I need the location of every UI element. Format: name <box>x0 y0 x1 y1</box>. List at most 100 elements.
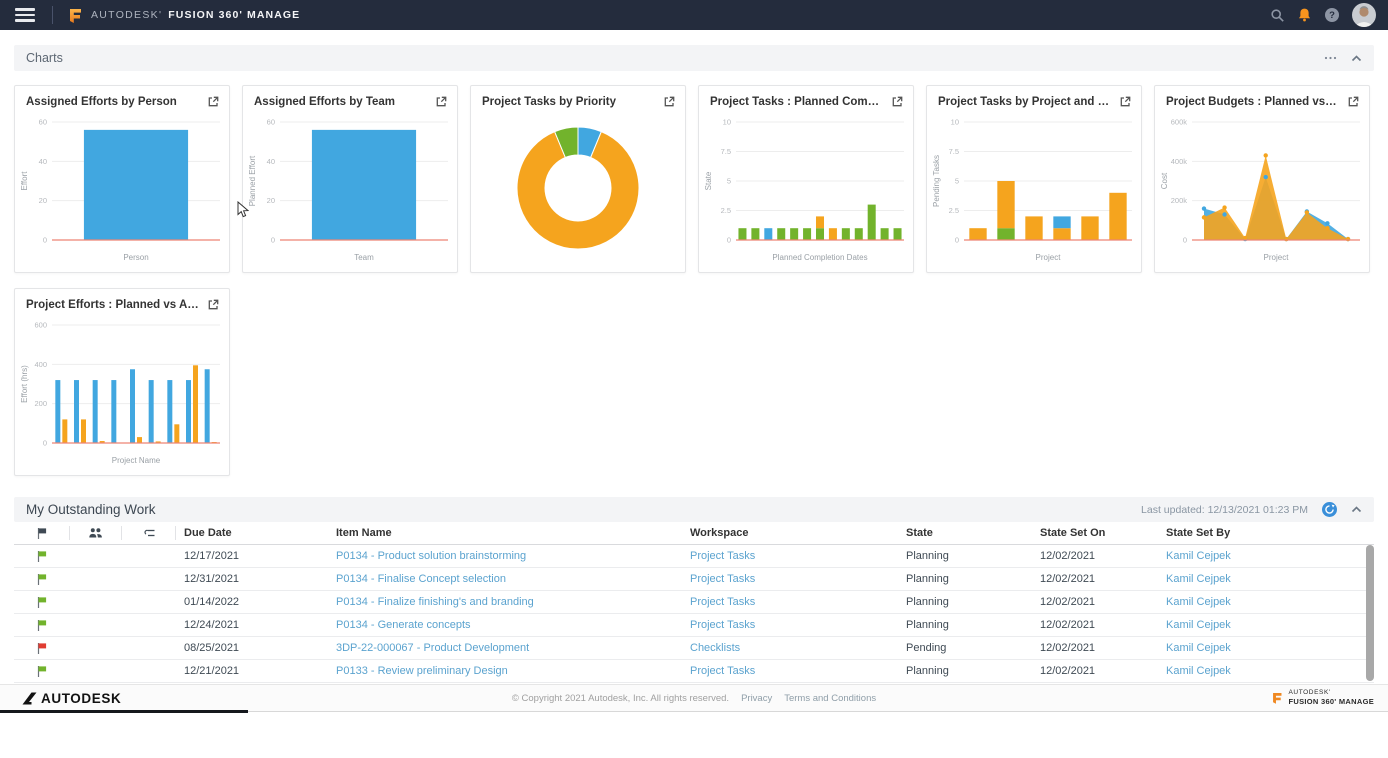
charts-grid: Assigned Efforts by Person0204060EffortP… <box>14 85 1374 476</box>
chart-card: Project Tasks by Project and Priority02.… <box>926 85 1142 273</box>
cell-due-date: 12/17/2021 <box>176 550 328 562</box>
table-row: 01/14/2022P0134 - Finalize finishing's a… <box>14 591 1374 614</box>
user-avatar[interactable] <box>1352 3 1376 27</box>
search-icon[interactable] <box>1270 8 1285 23</box>
page-footer: AUTODESK © Copyright 2021 Autodesk, Inc.… <box>0 684 1388 711</box>
cell-state: Planning <box>898 619 1032 631</box>
column-header-people-icon[interactable] <box>70 526 122 540</box>
open-chart-icon[interactable] <box>891 95 904 108</box>
chart-canvas: 0200400600Effort (hrs)Project Name <box>16 319 228 471</box>
svg-text:Person: Person <box>123 253 148 262</box>
cell-due-date: 01/14/2022 <box>176 596 328 608</box>
svg-text:60: 60 <box>267 118 275 127</box>
svg-text:7.5: 7.5 <box>721 147 731 156</box>
cell-state-set-on: 12/02/2021 <box>1032 642 1158 654</box>
svg-text:600k: 600k <box>1171 118 1188 127</box>
cell-item-name[interactable]: P0134 - Generate concepts <box>328 619 682 631</box>
open-chart-icon[interactable] <box>435 95 448 108</box>
cell-state-set-by[interactable]: Kamil Cejpek <box>1158 665 1374 677</box>
open-chart-icon[interactable] <box>207 298 220 311</box>
svg-text:200k: 200k <box>1171 196 1188 205</box>
svg-text:40: 40 <box>39 157 47 166</box>
app-logo[interactable]: AUTODESK' FUSION 360' MANAGE <box>66 7 300 24</box>
row-flag-icon[interactable] <box>14 573 70 586</box>
cell-item-name[interactable]: P0134 - Product solution brainstorming <box>328 550 682 562</box>
cell-workspace[interactable]: Project Tasks <box>682 550 898 562</box>
privacy-link[interactable]: Privacy <box>741 693 772 704</box>
svg-text:0: 0 <box>727 236 731 245</box>
notifications-bell-icon[interactable] <box>1297 7 1312 23</box>
open-chart-icon[interactable] <box>1347 95 1360 108</box>
cell-item-name[interactable]: P0133 - Review preliminary Design <box>328 665 682 677</box>
column-header-state-set-on[interactable]: State Set On <box>1032 527 1158 539</box>
column-header-state-set-by[interactable]: State Set By <box>1158 527 1374 539</box>
column-header-workspace[interactable]: Workspace <box>682 527 898 539</box>
svg-text:10: 10 <box>951 118 959 127</box>
chart-canvas: 0204060EffortPerson <box>16 116 228 268</box>
column-header-flag-icon[interactable] <box>14 526 70 540</box>
refresh-icon[interactable] <box>1322 502 1337 517</box>
row-flag-icon[interactable] <box>14 642 70 655</box>
svg-text:0: 0 <box>43 236 47 245</box>
bottom-progress-segment <box>0 710 248 713</box>
row-flag-icon[interactable] <box>14 596 70 609</box>
row-flag-icon[interactable] <box>14 665 70 678</box>
svg-text:0: 0 <box>1183 236 1187 245</box>
cell-state-set-by[interactable]: Kamil Cejpek <box>1158 642 1374 654</box>
charts-section-title: Charts <box>26 51 63 65</box>
cell-state-set-by[interactable]: Kamil Cejpek <box>1158 550 1374 562</box>
cell-state: Pending <box>898 642 1032 654</box>
cell-item-name[interactable]: P0134 - Finalise Concept selection <box>328 573 682 585</box>
chart-card: Project Budgets : Planned vs Actual0200k… <box>1154 85 1370 273</box>
cell-state-set-by[interactable]: Kamil Cejpek <box>1158 619 1374 631</box>
copyright-text: © Copyright 2021 Autodesk, Inc. All righ… <box>512 693 729 704</box>
svg-text:7.5: 7.5 <box>949 147 959 156</box>
section-menu-icon[interactable] <box>1324 56 1337 60</box>
column-header-state[interactable]: State <box>898 527 1032 539</box>
cell-workspace[interactable]: Project Tasks <box>682 596 898 608</box>
svg-text:200: 200 <box>34 399 47 408</box>
menu-icon[interactable] <box>15 8 35 22</box>
chart-title: Project Tasks : Planned Completion D... <box>699 86 913 109</box>
cell-workspace[interactable]: Checklists <box>682 642 898 654</box>
chart-card: Project Efforts : Planned vs Actual02004… <box>14 288 230 476</box>
table-header-row: Due DateItem NameWorkspaceStateState Set… <box>14 522 1374 545</box>
svg-text:Planned Completion Dates: Planned Completion Dates <box>772 253 867 262</box>
cell-due-date: 08/25/2021 <box>176 642 328 654</box>
open-chart-icon[interactable] <box>1119 95 1132 108</box>
cell-workspace[interactable]: Project Tasks <box>682 573 898 585</box>
column-header-item-name[interactable]: Item Name <box>328 527 682 539</box>
chart-card: Project Tasks by Priority <box>470 85 686 273</box>
row-flag-icon[interactable] <box>14 550 70 563</box>
svg-text:600: 600 <box>34 321 47 330</box>
collapse-charts-icon[interactable] <box>1351 55 1362 62</box>
svg-text:Project: Project <box>1264 253 1290 262</box>
column-header-due-date[interactable]: Due Date <box>176 527 328 539</box>
svg-text:5: 5 <box>727 177 731 186</box>
svg-text:?: ? <box>1329 10 1335 21</box>
cell-workspace[interactable]: Project Tasks <box>682 665 898 677</box>
row-flag-icon[interactable] <box>14 619 70 632</box>
open-chart-icon[interactable] <box>207 95 220 108</box>
cell-due-date: 12/21/2021 <box>176 665 328 677</box>
cell-state-set-by[interactable]: Kamil Cejpek <box>1158 573 1374 585</box>
chart-canvas: 02.557.510Pending TasksProject <box>928 116 1140 268</box>
table-row: 08/25/20213DP-22-000067 - Product Develo… <box>14 637 1374 660</box>
svg-text:10: 10 <box>723 118 731 127</box>
open-chart-icon[interactable] <box>663 95 676 108</box>
svg-text:Planned Effort: Planned Effort <box>248 155 257 206</box>
collapse-work-icon[interactable] <box>1351 506 1362 513</box>
column-header-hierarchy-icon[interactable] <box>122 526 176 540</box>
cell-item-name[interactable]: P0134 - Finalize finishing's and brandin… <box>328 596 682 608</box>
svg-text:State: State <box>704 171 713 190</box>
cell-state-set-on: 12/02/2021 <box>1032 573 1158 585</box>
terms-link[interactable]: Terms and Conditions <box>784 693 876 704</box>
cell-workspace[interactable]: Project Tasks <box>682 619 898 631</box>
autodesk-logo[interactable]: AUTODESK <box>22 691 121 706</box>
table-scrollbar[interactable] <box>1366 545 1374 681</box>
cell-item-name[interactable]: 3DP-22-000067 - Product Development <box>328 642 682 654</box>
top-navbar: AUTODESK' FUSION 360' MANAGE ? <box>0 0 1388 30</box>
cell-state-set-by[interactable]: Kamil Cejpek <box>1158 596 1374 608</box>
help-icon[interactable]: ? <box>1324 7 1340 23</box>
svg-text:0: 0 <box>43 439 47 448</box>
